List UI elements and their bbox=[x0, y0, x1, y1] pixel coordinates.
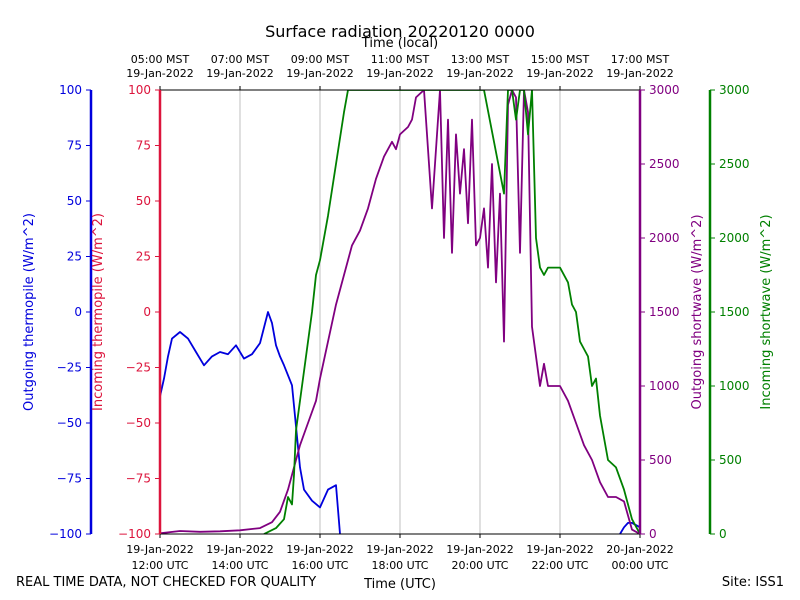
chart-title: Surface radiation 20220120 0000 bbox=[265, 22, 535, 41]
top-tick-date: 19-Jan-2022 bbox=[286, 67, 354, 80]
outgoing-shortwave-axis-tick-label: 0 bbox=[649, 527, 657, 541]
x-tick-time: 22:00 UTC bbox=[531, 559, 588, 572]
outgoing-shortwave-axis-tick-label: 2000 bbox=[649, 231, 680, 245]
incoming-shortwave-axis-tick-label: 2000 bbox=[719, 231, 750, 245]
top-tick-time: 07:00 MST bbox=[211, 53, 270, 66]
top-tick-date: 19-Jan-2022 bbox=[366, 67, 434, 80]
outgoing-thermopile-axis-tick-label: 0 bbox=[74, 305, 82, 319]
incoming-thermopile-axis-tick-label: −50 bbox=[126, 416, 151, 430]
top-tick-date: 19-Jan-2022 bbox=[526, 67, 594, 80]
outgoing-thermopile-axis-tick-label: 25 bbox=[67, 250, 82, 264]
top-axis-title: Time (local) bbox=[361, 36, 438, 51]
outgoing-shortwave-series-line bbox=[160, 90, 640, 534]
x-tick-time: 16:00 UTC bbox=[291, 559, 348, 572]
top-tick-time: 11:00 MST bbox=[371, 53, 430, 66]
incoming-thermopile-axis-tick-label: 50 bbox=[136, 194, 151, 208]
incoming-thermopile-axis-tick-label: 75 bbox=[136, 139, 151, 153]
series-group bbox=[160, 90, 640, 534]
outgoing-shortwave-axis-tick-label: 2500 bbox=[649, 157, 680, 171]
site-label: Site: ISS1 bbox=[721, 575, 784, 590]
x-tick-time: 18:00 UTC bbox=[371, 559, 428, 572]
axes: 19-Jan-2022 12:00 UTC 19-Jan-2022 14:00 UTC… bbox=[22, 53, 774, 572]
top-tick-date: 19-Jan-2022 bbox=[126, 67, 194, 80]
outgoing-shortwave-axis-tick-label: 3000 bbox=[649, 83, 680, 97]
grid-lines bbox=[239, 90, 561, 534]
x-tick-date: 19-Jan-2022 bbox=[366, 543, 434, 556]
top-tick-time: 05:00 MST bbox=[131, 53, 190, 66]
top-tick-time: 15:00 MST bbox=[531, 53, 590, 66]
incoming-shortwave-axis-tick-label: 2500 bbox=[719, 157, 750, 171]
incoming-thermopile-axis-tick-label: 100 bbox=[128, 83, 151, 97]
x-tick-date: 19-Jan-2022 bbox=[206, 543, 274, 556]
incoming-shortwave-axis-tick-label: 1500 bbox=[719, 305, 750, 319]
top-tick-time: 09:00 MST bbox=[291, 53, 350, 66]
outgoing-thermopile-axis-tick-label: −50 bbox=[57, 416, 82, 430]
incoming-shortwave-series-line bbox=[263, 90, 640, 534]
x-tick-time: 20:00 UTC bbox=[451, 559, 508, 572]
outgoing-thermopile-axis-tick-label: −25 bbox=[57, 361, 82, 375]
x-tick-time: 00:00 UTC bbox=[611, 559, 668, 572]
x-tick-date: 19-Jan-2022 bbox=[526, 543, 594, 556]
plot-area bbox=[160, 90, 640, 534]
outgoing-thermopile-axis-title: Outgoing thermopile (W/m^2) bbox=[22, 213, 37, 411]
top-tick-time: 17:00 MST bbox=[611, 53, 670, 66]
incoming-thermopile-axis-tick-label: 25 bbox=[136, 250, 151, 264]
x-tick-date: 19-Jan-2022 bbox=[126, 543, 194, 556]
incoming-thermopile-axis-tick-label: −100 bbox=[118, 527, 151, 541]
outgoing-thermopile-axis-tick-label: 75 bbox=[67, 139, 82, 153]
quality-disclaimer: REAL TIME DATA, NOT CHECKED FOR QUALITY bbox=[16, 575, 317, 590]
outgoing-shortwave-axis-title: Outgoing shortwave (W/m^2) bbox=[690, 214, 705, 409]
incoming-shortwave-axis-tick-label: 3000 bbox=[719, 83, 750, 97]
x-tick-date: 19-Jan-2022 bbox=[446, 543, 514, 556]
outgoing-thermopile-axis-tick-label: −100 bbox=[49, 527, 82, 541]
incoming-shortwave-axis-tick-label: 500 bbox=[719, 453, 742, 467]
top-tick-date: 19-Jan-2022 bbox=[446, 67, 514, 80]
x-tick-date: 20-Jan-2022 bbox=[606, 543, 674, 556]
incoming-shortwave-axis-tick-label: 1000 bbox=[719, 379, 750, 393]
outgoing-thermopile-axis-tick-label: 50 bbox=[67, 194, 82, 208]
incoming-thermopile-axis-tick-label: −75 bbox=[126, 472, 151, 486]
x-axis-title: Time (UTC) bbox=[363, 577, 436, 592]
incoming-shortwave-axis-tick-label: 0 bbox=[719, 527, 727, 541]
top-tick-time: 13:00 MST bbox=[451, 53, 510, 66]
x-tick-date: 19-Jan-2022 bbox=[286, 543, 354, 556]
outgoing-thermopile-axis-tick-label: 100 bbox=[59, 83, 82, 97]
outgoing-thermopile-axis-tick-label: −75 bbox=[57, 472, 82, 486]
incoming-shortwave-axis-title: Incoming shortwave (W/m^2) bbox=[759, 214, 774, 409]
outgoing-thermopile-series-line bbox=[160, 311, 341, 534]
incoming-thermopile-axis-tick-label: 0 bbox=[143, 305, 151, 319]
x-tick-time: 12:00 UTC bbox=[131, 559, 188, 572]
x-tick-time: 14:00 UTC bbox=[211, 559, 268, 572]
outgoing-shortwave-axis-tick-label: 500 bbox=[649, 453, 672, 467]
incoming-thermopile-axis-tick-label: −25 bbox=[126, 361, 151, 375]
outgoing-shortwave-axis-tick-label: 1500 bbox=[649, 305, 680, 319]
top-tick-date: 19-Jan-2022 bbox=[606, 67, 674, 80]
outgoing-shortwave-axis-tick-label: 1000 bbox=[649, 379, 680, 393]
top-tick-date: 19-Jan-2022 bbox=[206, 67, 274, 80]
incoming-thermopile-axis-title: Incoming thermopile (W/m^2) bbox=[91, 213, 106, 411]
